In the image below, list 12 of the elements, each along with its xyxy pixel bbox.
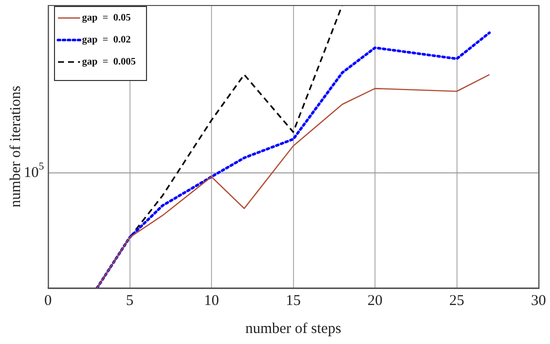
x-tick-label: 25 — [449, 292, 464, 309]
x-tick-label: 20 — [368, 292, 382, 309]
legend-label: gap = 0.02 — [82, 34, 131, 46]
x-tick-label: 10 — [204, 292, 219, 309]
y-axis-title: number of iterations — [8, 86, 24, 208]
x-axis-title: number of steps — [245, 320, 342, 337]
x-tick-label: 0 — [44, 292, 52, 309]
x-tick-label: 5 — [126, 292, 134, 309]
legend-label: gap = 0.005 — [82, 56, 136, 68]
x-tick-label: 30 — [531, 292, 546, 309]
x-tick-label: 15 — [286, 292, 301, 309]
legend-label: gap = 0.05 — [82, 12, 131, 24]
